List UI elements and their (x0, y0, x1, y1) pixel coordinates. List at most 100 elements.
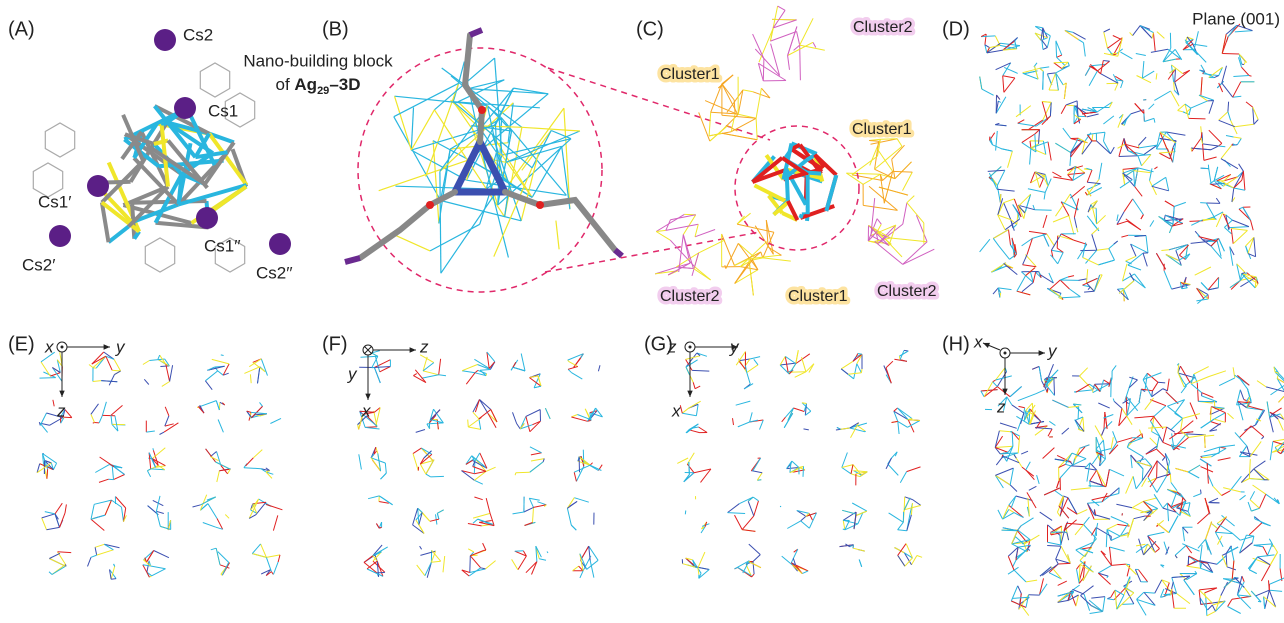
bond (101, 381, 117, 382)
bond (203, 523, 216, 528)
bond (1148, 532, 1165, 536)
bond (1151, 49, 1168, 52)
bond (144, 379, 149, 384)
bond (1063, 128, 1071, 138)
bond (1054, 490, 1064, 497)
bond (1140, 26, 1153, 33)
bond (1026, 462, 1031, 470)
bond (1058, 581, 1067, 585)
bond (999, 431, 1012, 432)
bond (772, 19, 797, 20)
bond (443, 556, 445, 572)
bond (1252, 536, 1254, 543)
bond (1053, 216, 1069, 222)
bond (981, 391, 984, 397)
bond (841, 369, 848, 374)
bond (151, 469, 165, 470)
bond (1204, 447, 1220, 452)
bond (895, 162, 912, 179)
bond (250, 374, 251, 383)
bond (782, 417, 786, 422)
bond (1113, 431, 1117, 442)
bond (114, 359, 121, 371)
bond (1228, 413, 1234, 419)
bond (1106, 529, 1107, 547)
bond (1194, 367, 1209, 375)
cluster-label: Cluster1 (660, 66, 720, 83)
bond (266, 471, 270, 472)
atom-label: Cs2′ (22, 255, 55, 274)
bond (1201, 132, 1202, 138)
bond (1139, 539, 1144, 555)
bond (998, 510, 1003, 519)
bond (800, 45, 801, 80)
bond (1035, 66, 1039, 79)
bond (1110, 547, 1125, 551)
bond (1227, 567, 1236, 570)
bond (699, 112, 710, 141)
bond (780, 363, 796, 365)
bond (1257, 381, 1266, 387)
bond (1003, 76, 1004, 93)
bond (1087, 502, 1102, 503)
bond (709, 112, 711, 136)
axis-label: x (671, 401, 681, 420)
bond (50, 373, 60, 377)
bond (911, 503, 912, 515)
bond (1154, 118, 1155, 122)
bond (1200, 459, 1211, 466)
bond (1087, 283, 1095, 291)
bond (1040, 179, 1044, 188)
bond (1195, 267, 1211, 275)
bond (1056, 546, 1061, 559)
bond (1031, 148, 1046, 155)
bond (996, 456, 1003, 465)
bond (568, 367, 578, 370)
bond (571, 415, 577, 418)
bond (49, 572, 52, 575)
bond (1154, 406, 1166, 417)
bond (111, 579, 116, 580)
bond (373, 547, 388, 556)
bond (95, 544, 104, 547)
bond (1103, 597, 1105, 612)
bond (418, 508, 419, 524)
bond (1233, 230, 1247, 243)
bond (1178, 111, 1183, 112)
bond (367, 561, 377, 569)
bond (739, 361, 746, 369)
bond (1209, 498, 1218, 502)
axis-label: z (667, 337, 677, 356)
bond (1069, 216, 1074, 235)
bond (1020, 594, 1021, 604)
bond (916, 215, 927, 242)
bond (1117, 595, 1124, 609)
bond (1234, 188, 1245, 190)
bond (1042, 38, 1048, 40)
bond (763, 258, 791, 261)
bond (1204, 157, 1217, 160)
bond (853, 354, 862, 361)
bond (1175, 70, 1190, 82)
bond (1257, 281, 1258, 283)
bond (1083, 258, 1099, 265)
bond (1175, 546, 1186, 556)
axis-glyph (61, 346, 64, 349)
bond (278, 555, 280, 562)
bond (212, 359, 229, 364)
bond (993, 382, 998, 387)
axis-glyph (1004, 352, 1007, 355)
bond (112, 370, 121, 371)
bond (752, 574, 755, 577)
bond (1156, 73, 1157, 79)
bond (1166, 392, 1178, 404)
bond (1169, 431, 1181, 439)
bond (1105, 412, 1107, 429)
bond (526, 562, 537, 573)
bond (784, 413, 793, 427)
bond (413, 525, 425, 534)
axis-label: x (361, 401, 371, 420)
bond (153, 448, 154, 450)
bond (1170, 147, 1173, 159)
bond (1177, 594, 1190, 604)
